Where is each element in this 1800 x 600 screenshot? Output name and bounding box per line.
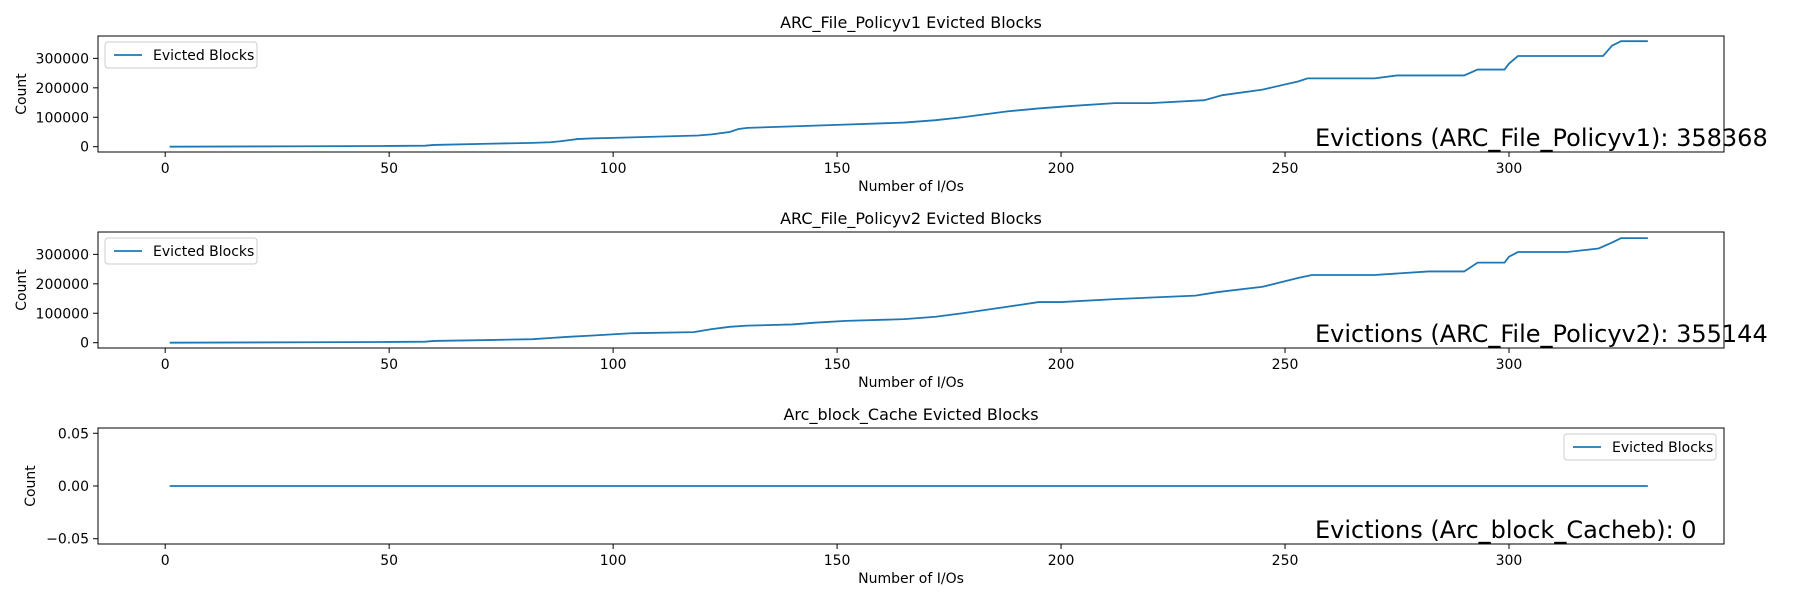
y-tick-label: 200000 <box>36 277 89 293</box>
axes-frame <box>97 231 1725 349</box>
x-tick-label: 200 <box>1048 553 1075 569</box>
y-tick-label: 100000 <box>36 306 89 322</box>
y-tick-label: 100000 <box>36 110 89 126</box>
x-tick-label: 100 <box>600 553 627 569</box>
series-line-evicted-blocks <box>169 237 1648 344</box>
legend: Evicted Blocks <box>104 237 258 265</box>
x-tick-label: 150 <box>824 357 851 373</box>
y-tick-label: 0 <box>80 140 89 156</box>
x-tick-label: 50 <box>380 161 398 177</box>
x-tick-label: 200 <box>1048 357 1075 373</box>
y-tick-label: 0.00 <box>58 479 89 495</box>
x-tick-label: 250 <box>1272 553 1299 569</box>
chart-panel-3: Arc_block_Cache Evicted Blocks 0 50 100 150 2… <box>23 405 1725 587</box>
x-tick-label: 300 <box>1496 357 1523 373</box>
y-axis-label: Count <box>14 269 30 311</box>
chart-panel-1: ARC_File_Policyv1 Evicted Blocks 0 50 100 15… <box>14 13 1768 195</box>
series-line-evicted-blocks <box>169 40 1648 148</box>
x-tick-label: 200 <box>1048 161 1075 177</box>
y-tick-label: 300000 <box>36 51 89 67</box>
legend-entry-label: Evicted Blocks <box>153 48 254 64</box>
legend: Evicted Blocks <box>104 41 258 69</box>
chart-panel-2: ARC_File_Policyv2 Evicted Blocks 0 50 100 15… <box>14 209 1768 391</box>
legend-entry-label: Evicted Blocks <box>153 244 254 260</box>
x-axis-label: Number of I/Os <box>858 571 964 587</box>
x-tick-label: 150 <box>824 161 851 177</box>
legend: Evicted Blocks <box>1563 433 1717 461</box>
evictions-annotation: Evictions (Arc_block_Cacheb): 0 <box>1315 516 1697 544</box>
x-tick-label: 100 <box>600 161 627 177</box>
axes-frame <box>97 35 1725 153</box>
y-tick-label: 0 <box>80 336 89 352</box>
x-tick-label: 50 <box>380 553 398 569</box>
y-tick-label: 0.05 <box>58 426 89 442</box>
y-tick-label: 200000 <box>36 81 89 97</box>
evictions-annotation: Evictions (ARC_File_Policyv1): 358368 <box>1315 124 1768 152</box>
legend-box <box>1563 433 1717 461</box>
evictions-annotation: Evictions (ARC_File_Policyv2): 355144 <box>1315 320 1768 348</box>
y-axis-label: Count <box>23 465 39 507</box>
chart-title: Arc_block_Cache Evicted Blocks <box>783 405 1038 425</box>
x-tick-label: 0 <box>161 357 170 373</box>
x-tick-label: 50 <box>380 357 398 373</box>
x-tick-label: 250 <box>1272 161 1299 177</box>
x-tick-label: 150 <box>824 553 851 569</box>
chart-title: ARC_File_Policyv1 Evicted Blocks <box>780 13 1042 33</box>
y-tick-label: 300000 <box>36 247 89 263</box>
chart-title: ARC_File_Policyv2 Evicted Blocks <box>780 209 1042 229</box>
x-axis-label: Number of I/Os <box>858 375 964 391</box>
x-tick-label: 300 <box>1496 161 1523 177</box>
legend-box <box>104 41 258 69</box>
x-tick-label: 100 <box>600 357 627 373</box>
y-tick-label: −0.05 <box>46 532 89 548</box>
x-axis-label: Number of I/Os <box>858 179 964 195</box>
x-tick-label: 0 <box>161 161 170 177</box>
legend-entry-label: Evicted Blocks <box>1612 440 1713 456</box>
legend-box <box>104 237 258 265</box>
x-tick-label: 300 <box>1496 553 1523 569</box>
x-tick-label: 250 <box>1272 357 1299 373</box>
y-axis-label: Count <box>14 73 30 115</box>
x-tick-label: 0 <box>161 553 170 569</box>
